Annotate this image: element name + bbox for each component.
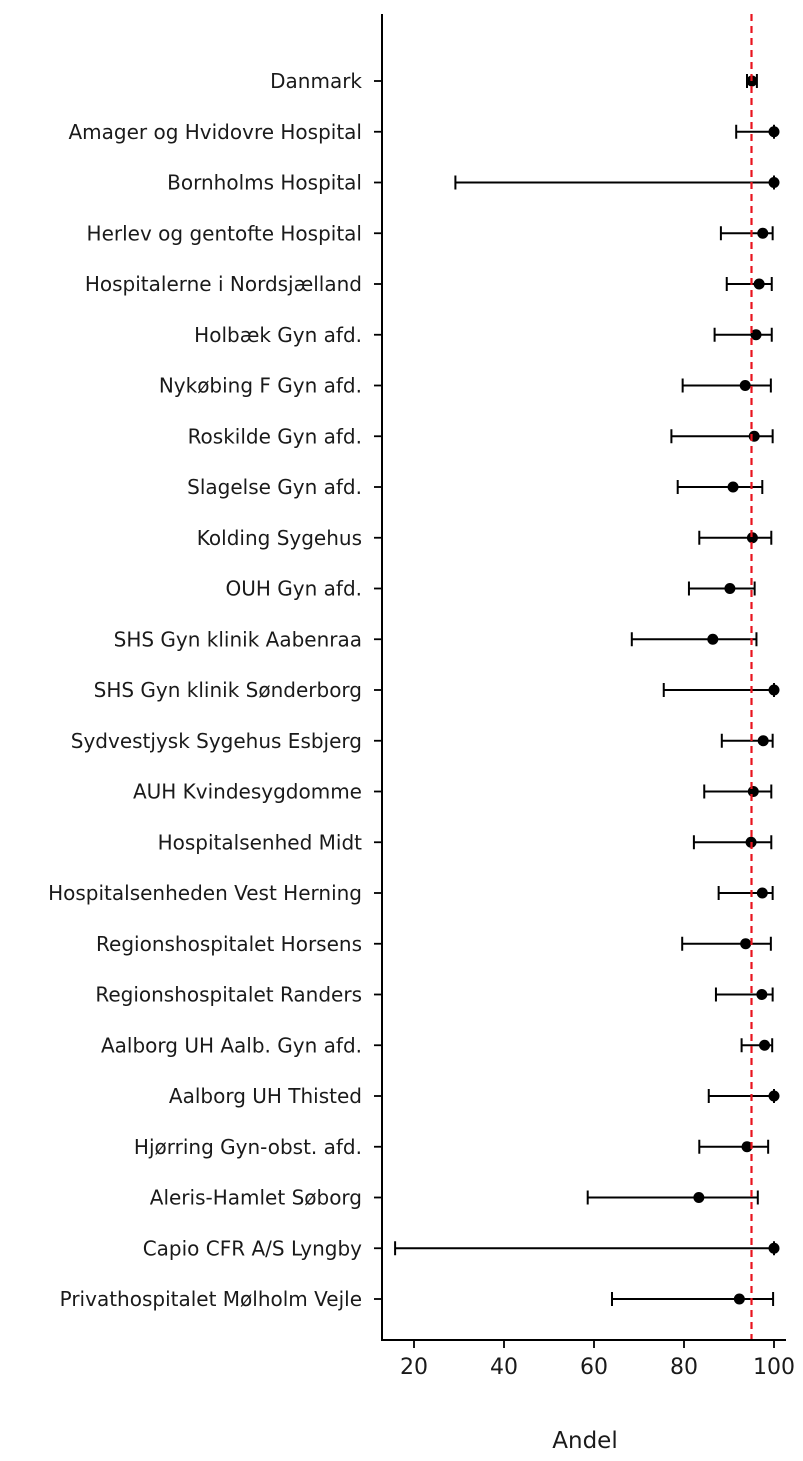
- data-point: [733, 1293, 745, 1305]
- data-point: [740, 938, 752, 950]
- data-point: [693, 1192, 705, 1203]
- y-tick-label: AUH Kvindesygdomme: [133, 780, 362, 804]
- x-tick-label: 60: [580, 1355, 608, 1380]
- y-tick-label: Hospitalerne i Nordsjælland: [85, 272, 362, 296]
- y-tick-label: Slagelse Gyn afd.: [187, 475, 362, 499]
- data-point: [727, 481, 739, 493]
- y-tick-label: Privathospitalet Mølholm Vejle: [60, 1287, 362, 1311]
- data-point: [748, 430, 760, 442]
- data-point: [768, 177, 780, 188]
- data-point: [757, 227, 769, 239]
- data-point: [746, 532, 758, 544]
- y-tick-label: Capio CFR A/S Lyngby: [143, 1236, 362, 1260]
- data-point: [750, 329, 762, 341]
- y-tick-label: Aalborg UH Thisted: [169, 1084, 362, 1108]
- y-tick-label: OUH Gyn afd.: [226, 577, 363, 601]
- axes: 20 40 60 80 100 Danmark Amager og Hvidovre Hos…: [48, 14, 795, 1380]
- data-point: [747, 786, 759, 797]
- y-tick-label: SHS Gyn klinik Aabenraa: [114, 627, 362, 651]
- x-tick-label: 80: [670, 1355, 698, 1380]
- y-tick-label: Hjørring Gyn-obst. afd.: [134, 1135, 362, 1159]
- data-point: [768, 126, 780, 138]
- y-tick-label: Hospitalsenhed Midt: [158, 830, 363, 854]
- y-tick-label: SHS Gyn klinik Sønderborg: [94, 678, 362, 702]
- y-tick-label: Bornholms Hospital: [167, 171, 362, 195]
- data-point: [724, 583, 736, 594]
- y-tick-label: Amager og Hvidovre Hospital: [68, 120, 362, 144]
- data-point: [768, 684, 780, 696]
- x-tick-label: 20: [400, 1355, 428, 1380]
- data-point: [768, 1090, 780, 1102]
- y-tick-label: Kolding Sygehus: [197, 526, 362, 550]
- data-point: [759, 1039, 771, 1051]
- data-point: [739, 380, 751, 391]
- y-tick-label: Roskilde Gyn afd.: [188, 424, 362, 448]
- x-axis-title: Andel: [552, 1428, 617, 1454]
- y-tick-label: Regionshospitalet Horsens: [96, 932, 362, 956]
- data-point: [756, 989, 768, 1000]
- plot-area: [394, 14, 780, 1340]
- y-tick-label: Herlev og gentofte Hospital: [87, 221, 362, 245]
- y-tick-label: Aalborg UH Aalb. Gyn afd.: [101, 1033, 362, 1057]
- data-point: [757, 735, 769, 747]
- y-tick-label: Nykøbing F Gyn afd.: [159, 374, 362, 398]
- data-point: [756, 887, 768, 899]
- x-tick-label: 100: [753, 1355, 795, 1380]
- y-tick-label: Danmark: [270, 69, 362, 93]
- y-tick-label: Regionshospitalet Randers: [95, 983, 362, 1007]
- y-tick-label: Sydvestjysk Sygehus Esbjerg: [71, 729, 362, 753]
- data-point: [707, 633, 719, 645]
- x-tick-label: 40: [490, 1355, 518, 1380]
- data-point: [753, 278, 765, 290]
- y-tick-label: Holbæk Gyn afd.: [194, 323, 362, 347]
- y-tick-label: Aleris-Hamlet Søborg: [150, 1186, 362, 1210]
- data-point: [741, 1141, 753, 1153]
- data-point: [768, 1242, 780, 1254]
- y-tick-label: Hospitalsenheden Vest Herning: [48, 881, 362, 905]
